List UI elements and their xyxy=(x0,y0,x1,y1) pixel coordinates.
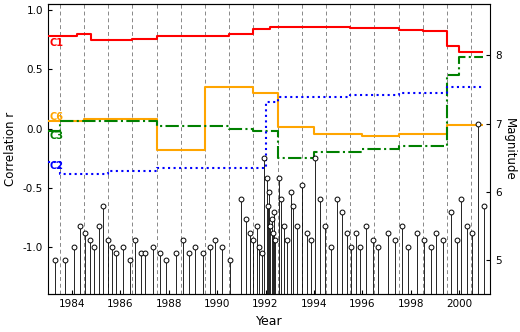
Y-axis label: Magnitude: Magnitude xyxy=(503,118,516,181)
Text: C3: C3 xyxy=(49,131,63,141)
X-axis label: Year: Year xyxy=(256,315,282,328)
Text: C6: C6 xyxy=(49,112,63,122)
Text: C2: C2 xyxy=(49,161,63,171)
Text: C1: C1 xyxy=(49,38,63,48)
Y-axis label: Correlation r: Correlation r xyxy=(4,112,17,186)
